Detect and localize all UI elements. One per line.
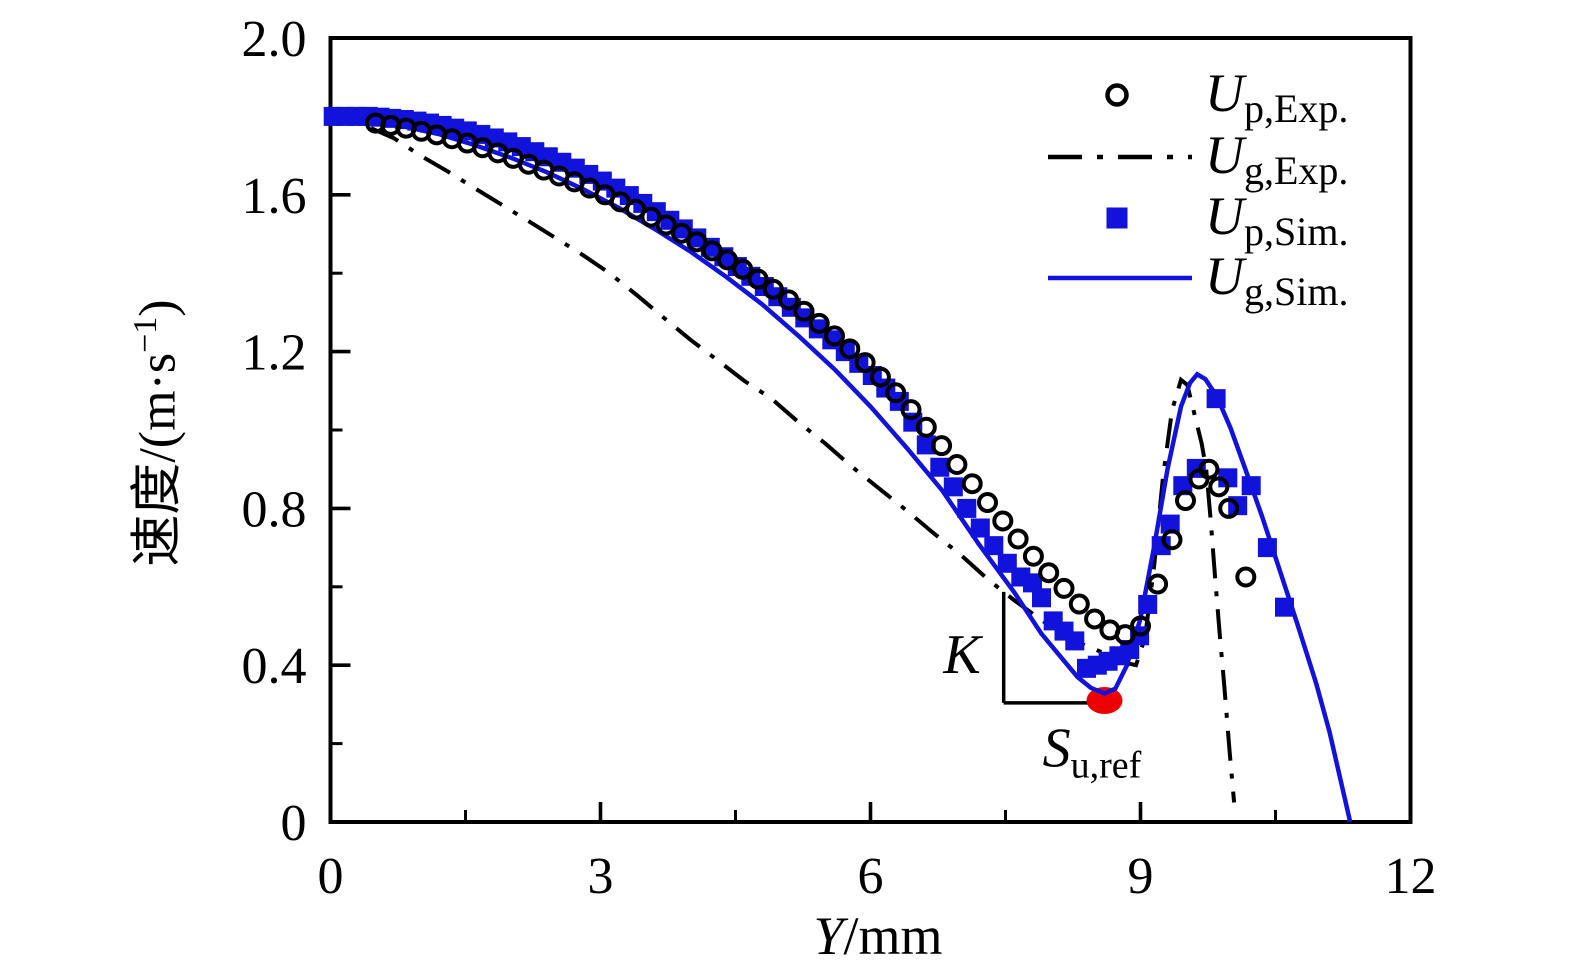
data-point-circle <box>1130 615 1151 637</box>
data-point-circle <box>732 258 754 280</box>
data-point-square <box>1241 476 1261 496</box>
y-axis-label: 速度/(m·s−1) <box>127 299 187 567</box>
data-point-circle <box>915 416 937 438</box>
data-point-circle <box>655 214 677 236</box>
data-point-square <box>1218 468 1238 488</box>
data-point-square <box>1275 597 1294 617</box>
legend-marker-circle <box>1105 83 1129 107</box>
y-tick-label: 0.4 <box>242 638 307 695</box>
x-tick-label: 9 <box>1128 848 1154 905</box>
data-point-circle <box>1161 529 1183 551</box>
data-point-square <box>970 518 990 538</box>
data-point-circle <box>686 231 708 253</box>
legend-label-ug-exp: Ug,Exp. <box>1205 125 1349 194</box>
data-point-circle <box>1084 608 1106 630</box>
data-point-circle <box>854 352 876 374</box>
data-point-circle <box>946 453 968 475</box>
data-point-square <box>1151 536 1171 556</box>
k-slope-annotation-label: K <box>943 624 981 686</box>
plot-frame <box>328 36 1413 824</box>
series-line-u_g_exp <box>370 126 1237 803</box>
legend-label-up-sim: Up,Sim. <box>1205 186 1349 255</box>
data-point-circle <box>1218 497 1240 519</box>
data-point-circle <box>701 240 723 262</box>
su-ref-point <box>1086 686 1123 714</box>
data-point-square <box>1257 538 1277 558</box>
legend-label-ug-sim: Ug,Sim. <box>1205 246 1349 315</box>
legend-label-up-exp: Up,Exp. <box>1205 63 1349 132</box>
data-point-square <box>943 477 963 497</box>
data-point-circle <box>839 338 861 360</box>
y-tick-label: 0.8 <box>242 481 307 538</box>
data-point-square <box>1065 631 1085 651</box>
y-tick-label: 1.6 <box>242 168 307 225</box>
su-ref-annotation-label: Su,ref <box>1042 717 1142 787</box>
data-point-circle <box>793 300 815 322</box>
data-point-square <box>984 536 1004 556</box>
y-tick-label: 0 <box>281 795 307 852</box>
data-point-circle <box>671 222 692 244</box>
data-point-circle <box>1022 545 1044 567</box>
data-point-circle <box>762 278 784 300</box>
data-point-square <box>916 435 936 455</box>
series-line-u_g_sim <box>330 114 1353 823</box>
data-point-circle <box>1208 476 1230 498</box>
data-point-circle <box>961 473 983 495</box>
data-point-square <box>1023 573 1042 593</box>
data-point-circle <box>808 312 830 334</box>
data-point-circle <box>778 289 800 311</box>
legend-marker-square <box>1106 207 1128 229</box>
data-point-square <box>930 457 950 477</box>
data-point-circle <box>885 382 907 404</box>
data-point-circle <box>977 492 998 514</box>
data-point-circle <box>992 510 1014 532</box>
y-tick-label: 2.0 <box>242 11 307 68</box>
y-tick-label: 1.2 <box>242 325 307 382</box>
y-axis-label-superscript: −1 <box>127 316 165 353</box>
data-point-square <box>1206 389 1226 409</box>
x-tick-label: 6 <box>858 848 884 905</box>
x-tick-label: 12 <box>1385 848 1437 905</box>
x-tick-label: 0 <box>318 848 344 905</box>
data-point-circle <box>1114 624 1136 646</box>
data-point-circle <box>1175 490 1196 512</box>
data-point-square <box>957 498 977 518</box>
x-axis-label: Y/mm <box>813 906 943 966</box>
data-point-square <box>1138 594 1158 614</box>
data-point-circle <box>1038 562 1060 584</box>
data-point-circle <box>824 325 845 347</box>
data-point-circle <box>1235 566 1257 588</box>
data-point-circle <box>1007 528 1029 550</box>
data-point-circle <box>747 268 769 290</box>
data-point-circle <box>1198 458 1220 480</box>
data-point-circle <box>1068 593 1090 615</box>
data-point-circle <box>900 399 922 421</box>
data-point-circle <box>716 249 738 271</box>
data-point-square <box>1032 588 1051 608</box>
data-point-square <box>1160 514 1180 534</box>
data-point-circle <box>1147 573 1169 595</box>
data-point-circle <box>931 435 953 457</box>
x-tick-label: 3 <box>588 848 614 905</box>
data-point-circle <box>1053 577 1075 599</box>
data-point-circle <box>869 366 891 388</box>
